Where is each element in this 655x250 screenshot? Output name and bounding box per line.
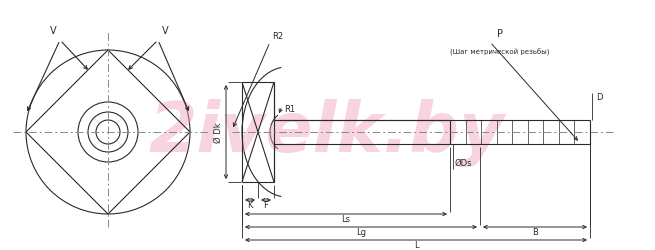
Text: 2ivelk.by: 2ivelk.by xyxy=(149,98,505,166)
Text: Lg: Lg xyxy=(356,227,366,236)
Text: R1: R1 xyxy=(284,104,295,114)
Text: Ls: Ls xyxy=(341,214,350,223)
Text: V: V xyxy=(162,26,168,36)
Text: D: D xyxy=(596,93,603,102)
Text: L: L xyxy=(414,240,419,249)
Text: (Шаг метрической резьбы): (Шаг метрической резьбы) xyxy=(450,49,550,56)
Text: F: F xyxy=(263,200,269,209)
Text: P: P xyxy=(497,29,503,39)
Text: Ø Dk: Ø Dk xyxy=(214,122,223,143)
Text: R2: R2 xyxy=(272,32,283,41)
Text: B: B xyxy=(532,227,538,236)
Text: K: K xyxy=(247,200,253,209)
Text: V: V xyxy=(50,26,56,36)
Text: ØDs: ØDs xyxy=(455,158,472,167)
